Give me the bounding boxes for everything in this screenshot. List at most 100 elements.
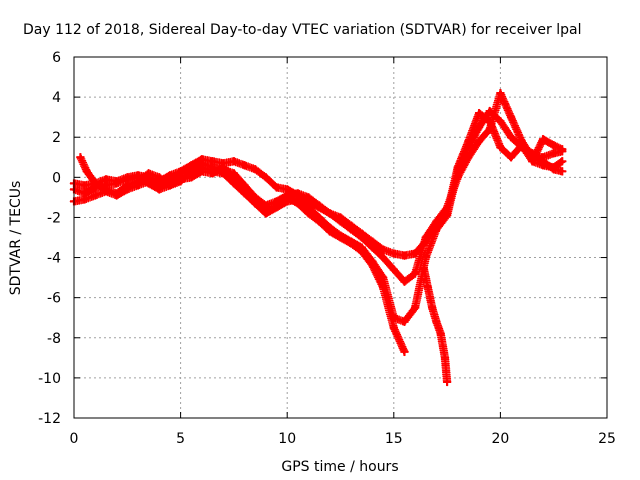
x-tick-label: 10 — [278, 431, 296, 447]
data-point — [558, 167, 567, 176]
data-point — [485, 125, 494, 134]
data-point — [176, 177, 185, 186]
data-point — [411, 249, 420, 258]
data-point — [293, 199, 302, 208]
data-point — [411, 269, 420, 278]
data-point — [400, 317, 409, 326]
data-point — [144, 179, 153, 188]
data-point — [558, 145, 567, 154]
data-point — [485, 107, 494, 116]
data-point — [219, 165, 228, 174]
y-tick-label: -12 — [38, 411, 61, 427]
y-tick-label: 4 — [52, 90, 61, 106]
data-point — [187, 167, 196, 176]
data-point — [389, 323, 398, 332]
data-point — [464, 153, 473, 162]
y-tick-label: -4 — [47, 251, 61, 267]
data-point — [400, 251, 409, 260]
data-point — [101, 185, 110, 194]
data-point — [272, 197, 281, 206]
data-point — [379, 253, 388, 262]
y-tick-label: -6 — [47, 291, 61, 307]
series-sat-f — [528, 134, 567, 166]
data-point — [389, 265, 398, 274]
data-point — [368, 243, 377, 252]
data-point — [443, 203, 452, 212]
data-point — [379, 283, 388, 292]
y-axis-title: SDTVAR / TECUs — [8, 181, 24, 296]
data-point — [507, 113, 516, 122]
data-point — [304, 209, 313, 218]
data-point — [411, 303, 420, 312]
y-tick-label: -8 — [47, 331, 61, 347]
series-sat-e — [419, 263, 452, 387]
data-point — [368, 261, 377, 270]
data-point — [507, 133, 516, 142]
y-tick-label: 6 — [52, 50, 61, 66]
data-point — [400, 347, 409, 356]
data-point — [272, 183, 281, 192]
data-point — [421, 253, 430, 262]
y-tick-label: -2 — [47, 210, 61, 226]
data-point — [432, 217, 441, 226]
x-tick-labels: 0 5 10 15 20 25 — [70, 431, 616, 447]
data-point — [421, 233, 430, 242]
data-point — [549, 141, 558, 150]
x-tick-label: 25 — [598, 431, 616, 447]
data-point — [240, 161, 249, 170]
data-point — [419, 263, 428, 272]
data-point — [347, 225, 356, 234]
x-tick-label: 0 — [70, 431, 79, 447]
chart-title: Day 112 of 2018, Sidereal Day-to-day VTE… — [23, 22, 581, 38]
data-point — [453, 173, 462, 182]
data-point — [315, 217, 324, 226]
data-point — [496, 89, 505, 98]
data-point — [155, 185, 164, 194]
data-point — [80, 189, 89, 198]
data-point — [197, 167, 206, 176]
y-tick-label: 0 — [52, 170, 61, 186]
data-point — [428, 303, 437, 312]
data-point — [112, 179, 121, 188]
data-point — [80, 181, 89, 190]
data-point — [325, 209, 334, 218]
data-point — [475, 137, 484, 146]
data-point — [283, 191, 292, 200]
data-point — [229, 169, 238, 178]
axis-ticks — [73, 56, 608, 419]
data-point — [558, 157, 567, 166]
data-point — [357, 233, 366, 242]
data-point — [208, 163, 217, 172]
data-point — [123, 181, 132, 190]
data-point — [229, 157, 238, 166]
data-point — [440, 353, 449, 362]
data-point — [347, 239, 356, 248]
data-point — [165, 181, 174, 190]
x-tick-label: 5 — [176, 431, 185, 447]
y-tick-label: -10 — [38, 371, 61, 387]
x-tick-label: 20 — [491, 431, 509, 447]
data-point — [251, 165, 260, 174]
data-point — [436, 329, 445, 338]
data-point — [475, 123, 484, 132]
data-point — [549, 149, 558, 158]
data-point — [336, 217, 345, 226]
data-point — [251, 193, 260, 202]
data-point — [112, 189, 121, 198]
data-point — [336, 233, 345, 242]
data-point — [507, 153, 516, 162]
data-point — [261, 173, 270, 182]
data-series — [69, 88, 567, 387]
data-point — [325, 227, 334, 236]
data-point — [144, 169, 153, 178]
y-tick-labels: 6 4 2 0 -2 -4 -6 -8 -10 -12 — [38, 50, 61, 427]
data-point — [261, 201, 270, 210]
data-point — [389, 249, 398, 258]
data-point — [315, 201, 324, 210]
data-point — [475, 109, 484, 118]
data-point — [379, 245, 388, 254]
data-point — [240, 181, 249, 190]
plot-frame — [73, 56, 608, 419]
data-point — [539, 135, 548, 144]
